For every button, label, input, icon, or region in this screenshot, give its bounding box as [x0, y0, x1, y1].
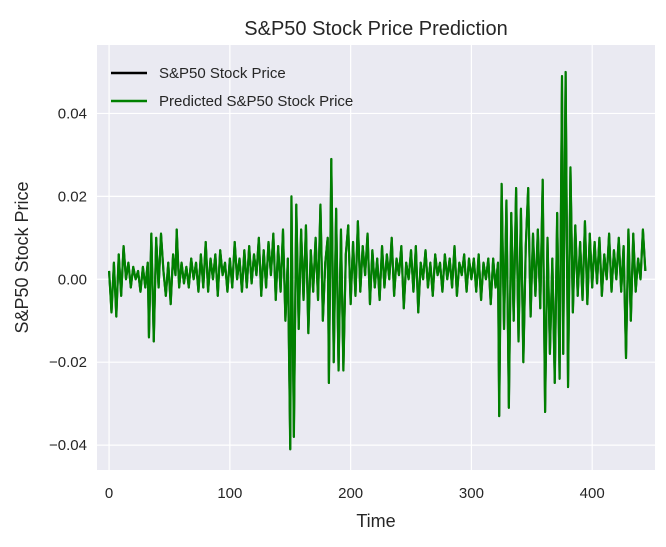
series-layer [107, 70, 647, 451]
x-tick-label: 400 [580, 485, 605, 502]
legend-label-actual: S&P50 Stock Price [159, 65, 286, 82]
x-tick-label: 200 [338, 485, 363, 502]
legend: S&P50 Stock Price Predicted S&P50 Stock … [111, 65, 353, 110]
legend-label-predicted: Predicted S&P50 Stock Price [159, 93, 353, 110]
x-axis-title: Time [356, 511, 395, 531]
y-tick-label: 0.02 [58, 188, 87, 205]
x-tick-label: 300 [459, 485, 484, 502]
chart-title: S&P50 Stock Price Prediction [244, 18, 507, 40]
series-line-predicted [107, 70, 647, 451]
y-tick-label: 0.04 [58, 105, 87, 122]
y-axis-title: S&P50 Stock Price [12, 181, 32, 333]
x-tick-label: 0 [105, 485, 113, 502]
y-tick-label: −0.04 [49, 437, 87, 454]
y-tick-label: −0.02 [49, 354, 87, 371]
y-tick-label: 0.00 [58, 271, 87, 288]
tick-labels: 0 100 200 300 400 −0.04 −0.02 0.00 0.02 0.04 [49, 105, 605, 502]
x-tick-label: 100 [217, 485, 242, 502]
